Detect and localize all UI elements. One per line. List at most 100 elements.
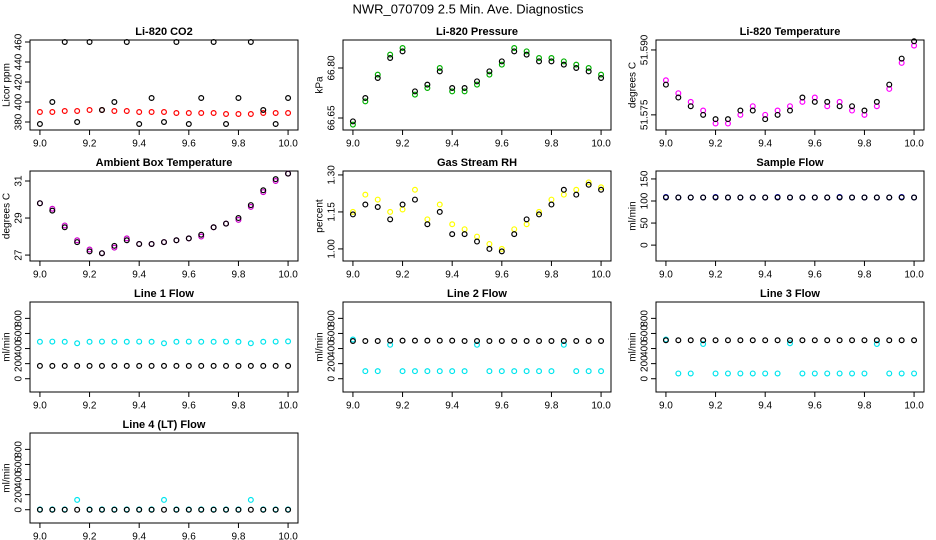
data-point [260, 106, 267, 113]
data-point [687, 370, 694, 377]
data-point [260, 189, 267, 196]
data-point [198, 362, 205, 369]
y-tick-label: 0 [640, 242, 651, 248]
y-tick-label: 51.575 [640, 99, 651, 130]
data-point [737, 194, 744, 201]
data-point [123, 38, 130, 45]
data-point [247, 203, 254, 210]
data-point [687, 194, 694, 201]
panel-title: Line 1 Flow [134, 288, 194, 300]
x-tick-label: 10.0 [278, 532, 298, 540]
data-point [399, 201, 406, 208]
data-point [511, 231, 518, 238]
data-point [74, 496, 81, 503]
data-point [811, 194, 818, 201]
panel: Line 3 Flow 9.0 9.2 9.4 9.6 9.8 10.0 0 200400600… [628, 288, 925, 412]
data-point [762, 116, 769, 123]
data-point [123, 235, 130, 242]
data-point [861, 337, 868, 344]
data-point [349, 121, 356, 128]
data-point [411, 88, 418, 95]
data-point [474, 238, 481, 245]
x-tick-label: 10.0 [904, 401, 924, 412]
data-point [424, 221, 431, 228]
plot-frame [29, 301, 299, 393]
data-point [49, 362, 56, 369]
data-point [198, 109, 205, 116]
plot-frame [342, 39, 612, 131]
data-point [161, 496, 168, 503]
figure-title: NWR_070709 2.5 Min. Ave. Diagnostics [353, 1, 584, 16]
data-point [111, 506, 118, 513]
data-point [185, 109, 192, 116]
data-point [148, 240, 155, 247]
panel: Sample Flow 9.0 9.2 9.4 9.6 9.8 10.0 0 50 100 150 m… [628, 157, 925, 281]
data-point [61, 222, 68, 229]
x-tick-label: 9.6 [182, 270, 196, 281]
data-point [585, 181, 592, 188]
data-point [210, 338, 217, 345]
data-point [260, 506, 267, 513]
data-point [873, 98, 880, 105]
y-tick-label: 600 [14, 456, 25, 473]
data-point [210, 38, 217, 45]
x-tick-label: 9.2 [83, 532, 97, 540]
x-tick-label: 9.0 [346, 139, 360, 150]
x-tick-label: 9.2 [396, 401, 410, 412]
data-point [536, 338, 543, 345]
data-point [687, 337, 694, 344]
data-point [223, 506, 230, 513]
panel-title: Ambient Box Temperature [96, 157, 233, 169]
x-tick-label: 9.4 [445, 139, 459, 150]
x-tick-label: 9.8 [857, 139, 871, 150]
data-point [36, 506, 43, 513]
x-tick-label: 9.4 [132, 139, 146, 150]
y-axis-label: Licor ppm [2, 63, 13, 107]
x-tick-label: 10.0 [591, 401, 611, 412]
data-point [148, 506, 155, 513]
panel-title: Gas Stream RH [437, 157, 517, 169]
data-point [61, 506, 68, 513]
data-point [173, 109, 180, 116]
y-axis-label: kPa [315, 76, 326, 94]
x-tick-label: 9.6 [182, 401, 196, 412]
data-point [185, 120, 192, 127]
data-point [836, 194, 843, 201]
panel: Li-820 Temperature 9.0 9.2 9.4 9.6 9.8 10.0 51.… [628, 26, 925, 150]
data-point [548, 338, 555, 345]
data-point [198, 506, 205, 513]
data-point [272, 178, 279, 185]
data-point [548, 368, 555, 375]
data-point [724, 337, 731, 344]
data-point [449, 221, 456, 228]
data-point [474, 78, 481, 85]
y-tick-label: 400 [640, 340, 651, 357]
data-point [74, 506, 81, 513]
x-tick-label: 9.0 [33, 401, 47, 412]
data-point [762, 370, 769, 377]
data-point [886, 81, 893, 88]
data-point [749, 370, 756, 377]
data-point [762, 194, 769, 201]
data-point [449, 231, 456, 238]
data-point [86, 106, 93, 113]
data-point [560, 186, 567, 193]
data-point [849, 194, 856, 201]
data-point [724, 370, 731, 377]
data-point [86, 248, 93, 255]
data-point [111, 362, 118, 369]
data-point [173, 237, 180, 244]
x-tick-label: 9.8 [544, 139, 558, 150]
data-point [486, 338, 493, 345]
data-point [111, 244, 118, 251]
data-point [362, 368, 369, 375]
data-point [272, 120, 279, 127]
y-tick-label: 600 [640, 325, 651, 342]
data-point [136, 362, 143, 369]
data-point [161, 118, 168, 125]
y-axis-label: degrees C [2, 193, 13, 239]
data-point [774, 111, 781, 118]
plot-frame [29, 39, 299, 131]
panel-title: Line 2 Flow [447, 288, 507, 300]
panel: Li-820 Pressure 9.0 9.2 9.4 9.6 9.8 10.0 66.65 6… [315, 26, 612, 150]
